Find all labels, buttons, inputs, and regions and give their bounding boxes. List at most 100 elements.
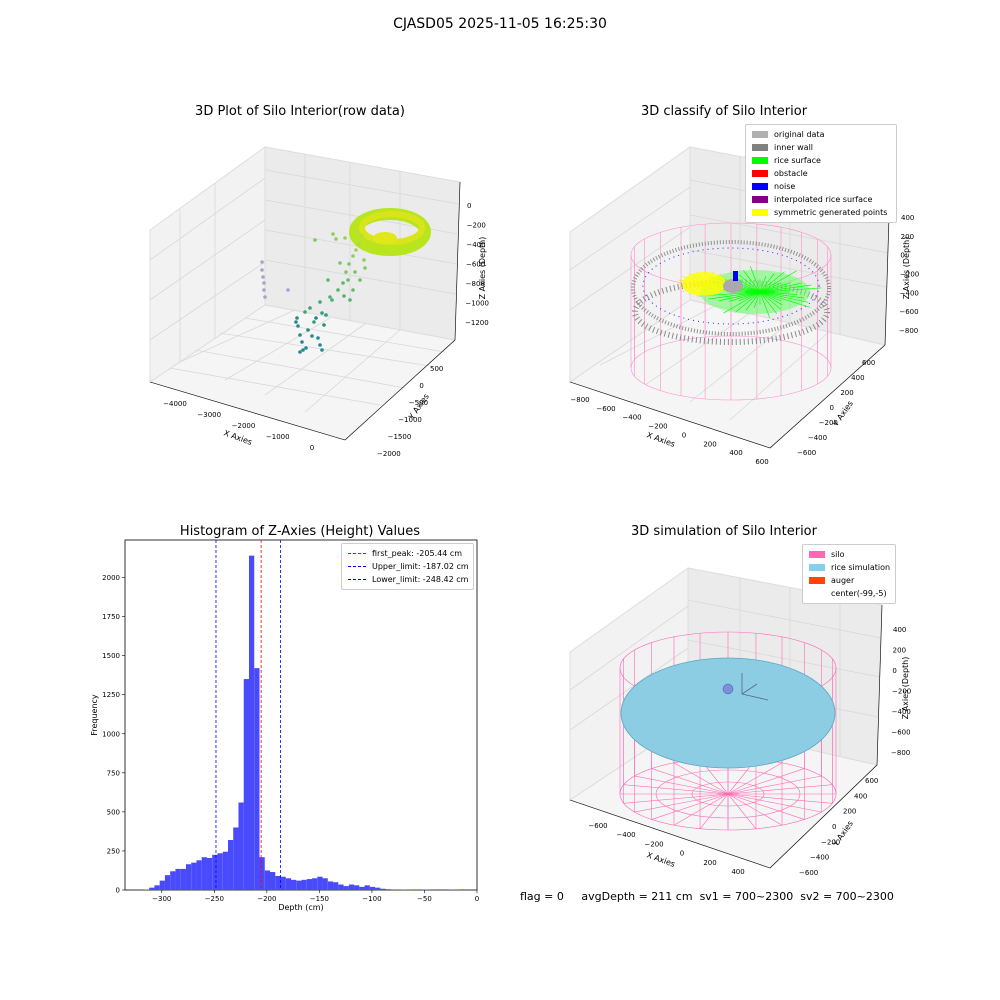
p2-rice-stroke: [759, 273, 775, 293]
p1-point: [356, 230, 360, 234]
p4-silo-floor-spoke: [727, 775, 822, 795]
legend-label: Lower_limit: -248.42 cm: [372, 575, 469, 584]
hist-ticks: −300 −250 −200 −150 −100 −50 0 0 250 500 750 1000 12…: [102, 574, 479, 903]
p4-silo-floor-spoke: [727, 768, 805, 795]
p2-rice-stroke: [759, 271, 785, 293]
p1-point: [357, 242, 361, 246]
hist-bar: [348, 884, 355, 890]
panel1-title: 3D Plot of Silo Interior(row data): [195, 104, 405, 119]
legend-swatch: [809, 577, 825, 584]
legend-label: noise: [774, 182, 796, 191]
p4-silo-floor-spoke: [727, 793, 805, 820]
hist-bar: [185, 864, 192, 890]
p4-legend-item-rice: rice simulation: [809, 561, 890, 574]
p2-rice-stroke: [718, 291, 761, 302]
p2-x-tick: −800: [570, 396, 589, 404]
p2-rice-stroke: [759, 291, 771, 318]
status-avg-depth: avgDepth = 211 cm: [581, 890, 693, 903]
p1-x-tick: −2000: [232, 422, 256, 430]
hist-bar: [317, 876, 323, 890]
hist-bar: [364, 885, 370, 890]
hist-xlabel: Depth (cm): [278, 903, 323, 912]
status-sv1: sv1 = 700~2300: [699, 890, 794, 903]
hist-bar: [201, 857, 207, 890]
p2-rice-stroke: [759, 287, 822, 293]
hist-bar: [259, 857, 265, 890]
p2-noise-ring: [642, 247, 820, 325]
hist-bar: [327, 881, 334, 890]
hist-bar: [233, 827, 239, 890]
p4-center-marker: [722, 683, 734, 695]
legend-swatch: [809, 590, 825, 597]
legend-label: symmetric generated points: [774, 208, 888, 217]
hist-bar: [264, 870, 271, 890]
hist-y-tick: 1000: [102, 730, 120, 738]
hist-bar: [291, 879, 297, 890]
p2-z-tick: −800: [899, 327, 918, 335]
hist-bar: [369, 886, 376, 890]
p4-x-tick: 200: [703, 859, 716, 867]
p1-point: [316, 336, 320, 340]
p2-rice-stroke: [759, 282, 782, 293]
hist-y-tick: 750: [107, 769, 120, 777]
p2-xlabel: X Axies: [645, 430, 676, 449]
p4-silo-floor-spoke: [623, 784, 729, 795]
p4-z-tick: −400: [892, 708, 911, 716]
legend-label: rice surface: [774, 156, 821, 165]
p4-z-tick: −200: [892, 688, 911, 696]
p2-legend-item-inner-wall: inner wall: [752, 141, 890, 154]
p4-xlabel: X Axies: [645, 850, 676, 869]
p1-point: [338, 261, 342, 265]
p1-z-tick: −400: [466, 241, 485, 249]
p1-point: [324, 313, 328, 317]
p2-legend-item-symmetric: symmetric generated points: [752, 206, 890, 219]
p4-y-tick: 200: [843, 808, 856, 816]
p1-point: [308, 306, 312, 310]
p2-y-tick: 200: [840, 389, 853, 397]
p4-silo-floor-spoke: [727, 793, 822, 813]
p1-point: [310, 334, 314, 338]
p2-x-tick: 200: [703, 440, 716, 448]
p1-ring-core: [373, 232, 397, 244]
hist-bar: [380, 888, 386, 890]
hist-bar: [333, 882, 339, 890]
p1-point: [353, 270, 357, 274]
p2-zlabel: Z Axies (Depth): [902, 237, 911, 300]
p4-zlabel: Z Axies (Depth): [901, 657, 910, 720]
p2-rice-stroke: [723, 291, 761, 314]
hist-y-tick: 500: [107, 808, 120, 816]
p1-point: [295, 316, 299, 320]
p1-point: [260, 260, 264, 264]
p2-x-tick: 400: [729, 449, 742, 457]
hist-x-tick: −200: [257, 895, 276, 903]
p4-y-tick: 400: [854, 792, 867, 800]
p4-z-tick: 0: [892, 667, 896, 675]
p1-point: [313, 238, 317, 242]
legend-label: silo: [831, 550, 845, 559]
p2-y-tick: −400: [808, 434, 827, 442]
hist-bar: [164, 875, 171, 890]
panel3-title: Histogram of Z-Axies (Height) Values: [179, 524, 421, 539]
legend-line: [348, 553, 366, 554]
hist-bar: [175, 868, 181, 890]
p1-point: [300, 340, 304, 344]
hist-bar: [159, 880, 165, 890]
p1-point: [320, 348, 324, 352]
p1-point: [306, 328, 310, 332]
legend-label: first_peak: -205.44 cm: [372, 549, 463, 558]
hist-bar: [275, 875, 281, 890]
p2-rice-stroke: [729, 291, 761, 302]
p1-y-tick: −500: [409, 399, 428, 407]
p1-point: [318, 343, 322, 347]
p4-silo-floor-spoke: [727, 793, 783, 826]
p1-point: [262, 288, 266, 292]
p1-point: [341, 281, 345, 285]
hist-bar: [338, 884, 344, 890]
figure-title: CJASD05 2025-11-05 16:25:30: [393, 16, 607, 32]
p1-point: [358, 278, 362, 282]
p4-x-tick: −400: [616, 831, 635, 839]
p1-data-points: [260, 208, 431, 354]
legend-swatch: [752, 196, 768, 203]
p2-inner-wall-ring: [631, 240, 831, 336]
